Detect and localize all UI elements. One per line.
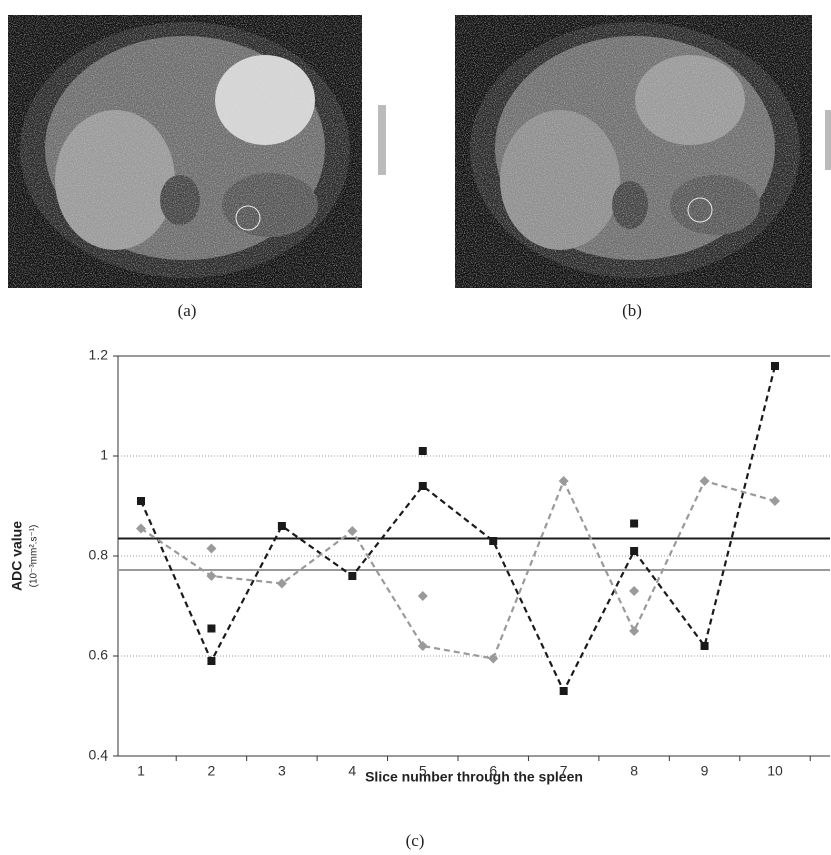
y-tick-label: 1 <box>100 447 108 463</box>
x-tick-label: 2 <box>208 763 216 779</box>
y-axis-unit: (10⁻³mm².s⁻¹) <box>29 525 40 588</box>
square-marker <box>137 497 145 505</box>
caption-b: (b) <box>622 301 642 320</box>
square-marker <box>418 482 427 490</box>
x-tick-label: 8 <box>630 763 638 779</box>
diamond-marker <box>417 591 428 601</box>
x-tick-label: 9 <box>701 763 709 779</box>
y-tick-label: 1.2 <box>89 347 109 363</box>
mri-image-b <box>455 15 831 288</box>
caption-c: (c) <box>406 831 425 850</box>
x-tick-label: 4 <box>348 763 356 779</box>
square-marker <box>277 522 286 530</box>
square-marker <box>559 687 568 695</box>
diamond-marker <box>417 641 428 651</box>
x-tick-label: 7 <box>560 763 568 779</box>
x-tick-label: 3 <box>278 763 286 779</box>
diamond-marker <box>488 653 499 664</box>
y-axis-title: ADC value <box>9 521 25 591</box>
x-tick-label: 6 <box>489 763 497 779</box>
diamond-marker <box>136 523 146 534</box>
square-marker <box>771 362 779 370</box>
square-marker <box>207 624 216 633</box>
diamond-marker <box>770 496 780 506</box>
diamond-marker <box>629 586 640 596</box>
series-line <box>140 478 776 660</box>
diamond-marker <box>699 476 710 486</box>
x-axis-title: Slice number through the spleen <box>365 769 583 785</box>
mri-image-a <box>8 15 386 288</box>
square-marker <box>348 572 357 580</box>
square-marker <box>418 447 427 455</box>
square-marker <box>630 519 639 528</box>
square-marker <box>207 657 216 665</box>
series-line <box>139 365 777 694</box>
y-tick-label: 0.4 <box>89 747 109 763</box>
diamond-marker <box>558 476 569 486</box>
diamond-marker <box>206 543 217 554</box>
x-tick-label: 5 <box>419 763 427 779</box>
square-marker <box>700 642 709 650</box>
diamond-marker <box>206 571 217 581</box>
diamond-marker <box>347 526 358 536</box>
square-marker <box>489 537 498 545</box>
x-tick-label: 1 <box>137 763 145 779</box>
diamond-marker <box>276 578 287 589</box>
y-tick-label: 0.6 <box>89 647 109 663</box>
x-tick-label: 10 <box>767 763 783 779</box>
square-marker <box>630 547 639 555</box>
diamond-marker <box>629 626 640 636</box>
y-tick-label: 0.8 <box>89 547 109 563</box>
caption-a: (a) <box>178 301 197 320</box>
